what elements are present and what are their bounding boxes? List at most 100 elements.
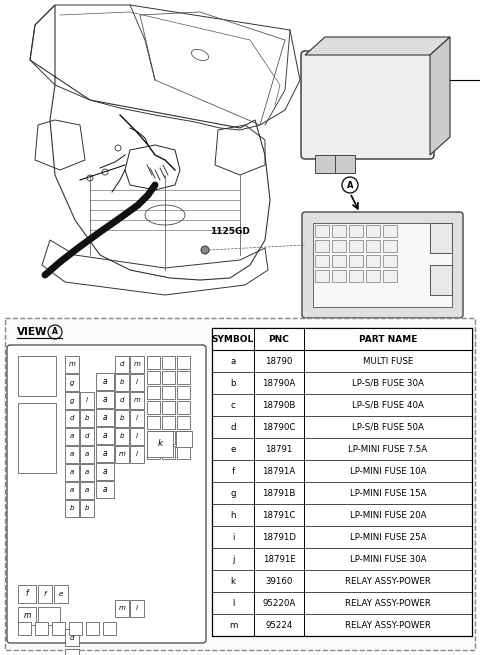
Bar [162,371,175,384]
Bar [65,482,79,499]
Bar [115,446,129,463]
Text: a: a [103,413,108,422]
Bar [366,255,380,267]
Bar [177,371,190,384]
Bar [335,155,355,173]
Bar [65,500,79,517]
Text: 1125GD: 1125GD [210,227,250,236]
Text: g: g [70,379,74,386]
Bar [332,255,346,267]
Text: a: a [85,487,89,493]
Text: a: a [103,431,108,440]
Text: A: A [347,181,353,189]
Text: LP-S/B FUSE 30A: LP-S/B FUSE 30A [352,379,424,388]
Bar [147,446,160,459]
Text: 18791E: 18791E [263,555,295,563]
Bar [96,427,114,444]
Text: m: m [133,362,141,367]
Bar [162,401,175,414]
Text: A: A [52,328,58,337]
Bar [130,392,144,409]
Text: d: d [120,398,124,403]
Text: 18790A: 18790A [263,379,296,388]
Text: 95220A: 95220A [263,599,296,607]
Text: a: a [85,470,89,476]
Text: b: b [70,506,74,512]
Text: e: e [230,445,236,453]
Text: RELAY ASSY-POWER: RELAY ASSY-POWER [345,599,431,607]
Text: b: b [85,415,89,422]
Bar [69,622,82,635]
Bar [115,392,129,409]
Bar [315,270,329,282]
Text: LP-MINI FUSE 10A: LP-MINI FUSE 10A [350,466,426,476]
Bar [18,403,56,473]
Bar [366,270,380,282]
Text: d: d [230,422,236,432]
Text: b: b [230,379,236,388]
Text: RELAY ASSY-POWER: RELAY ASSY-POWER [345,576,431,586]
Text: l: l [136,379,138,386]
Bar [80,446,94,463]
Bar [65,392,79,409]
Text: LP-S/B FUSE 50A: LP-S/B FUSE 50A [352,422,424,432]
Bar [96,481,114,498]
Text: m: m [119,451,125,457]
Text: f: f [44,591,46,597]
Bar [65,446,79,463]
Bar [366,225,380,237]
Bar [147,416,160,429]
Text: l: l [232,599,234,607]
Bar [177,386,190,399]
Text: f: f [26,590,28,599]
Bar [80,410,94,427]
Bar [383,270,397,282]
Text: l: l [86,398,88,403]
Polygon shape [430,37,450,155]
Text: a: a [70,487,74,493]
Bar [80,482,94,499]
Bar [96,391,114,408]
Text: 18791C: 18791C [262,510,296,519]
Text: LP-MINI FUSE 7.5A: LP-MINI FUSE 7.5A [348,445,428,453]
Bar [80,464,94,481]
Bar [130,428,144,445]
Text: j: j [232,555,234,563]
Text: 18790: 18790 [265,356,293,365]
Text: a: a [230,356,236,365]
Bar [147,371,160,384]
Bar [18,356,56,396]
Bar [177,446,190,459]
Bar [383,225,397,237]
Bar [315,155,335,173]
Text: RELAY ASSY-POWER: RELAY ASSY-POWER [345,620,431,629]
Bar [162,386,175,399]
Text: g: g [230,489,236,498]
Text: m: m [133,398,141,403]
Text: g: g [70,398,74,403]
Text: a: a [103,485,108,494]
Bar [332,270,346,282]
Text: a: a [103,467,108,476]
Text: 18791D: 18791D [262,533,296,542]
Bar [349,225,363,237]
Bar [5,318,475,650]
Bar [176,431,192,447]
Bar [177,356,190,369]
Polygon shape [305,37,450,55]
Text: a: a [103,449,108,458]
Bar [52,622,65,635]
Bar [177,401,190,414]
Text: d: d [120,362,124,367]
Bar [18,585,36,603]
Text: l: l [136,434,138,440]
Bar [35,622,48,635]
Text: m: m [229,620,237,629]
Bar [147,401,160,414]
Bar [332,240,346,252]
Bar [80,500,94,517]
Bar [80,392,94,409]
FancyBboxPatch shape [302,212,463,318]
Bar [130,374,144,391]
Bar [96,373,114,390]
